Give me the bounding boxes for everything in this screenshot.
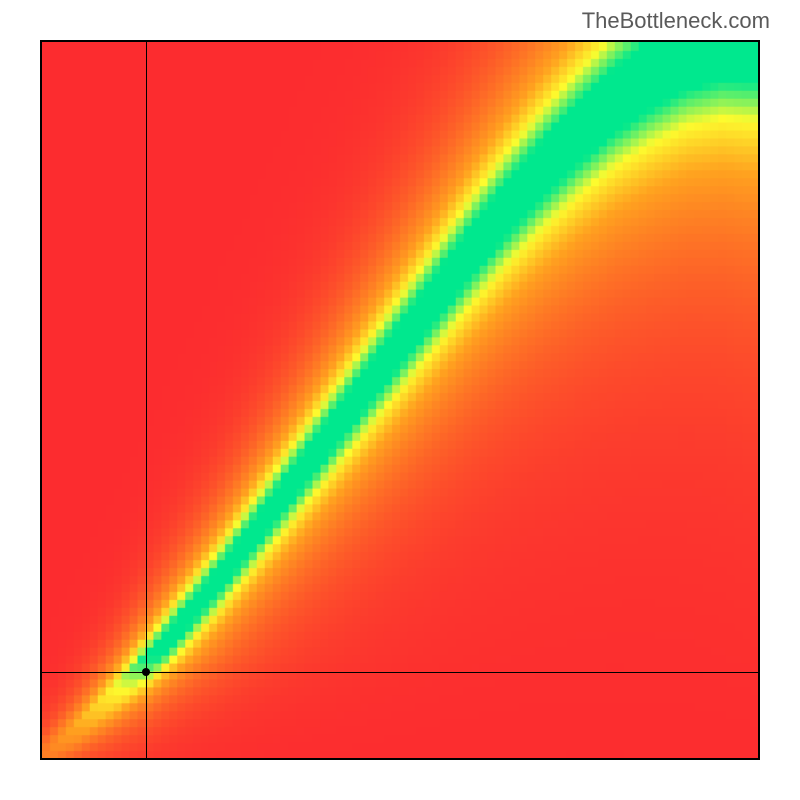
watermark-text: TheBottleneck.com [582,8,770,34]
selected-point-marker [142,668,150,676]
bottleneck-heatmap-chart [40,40,760,760]
crosshair-vertical [146,42,147,758]
heatmap-canvas [42,42,758,758]
